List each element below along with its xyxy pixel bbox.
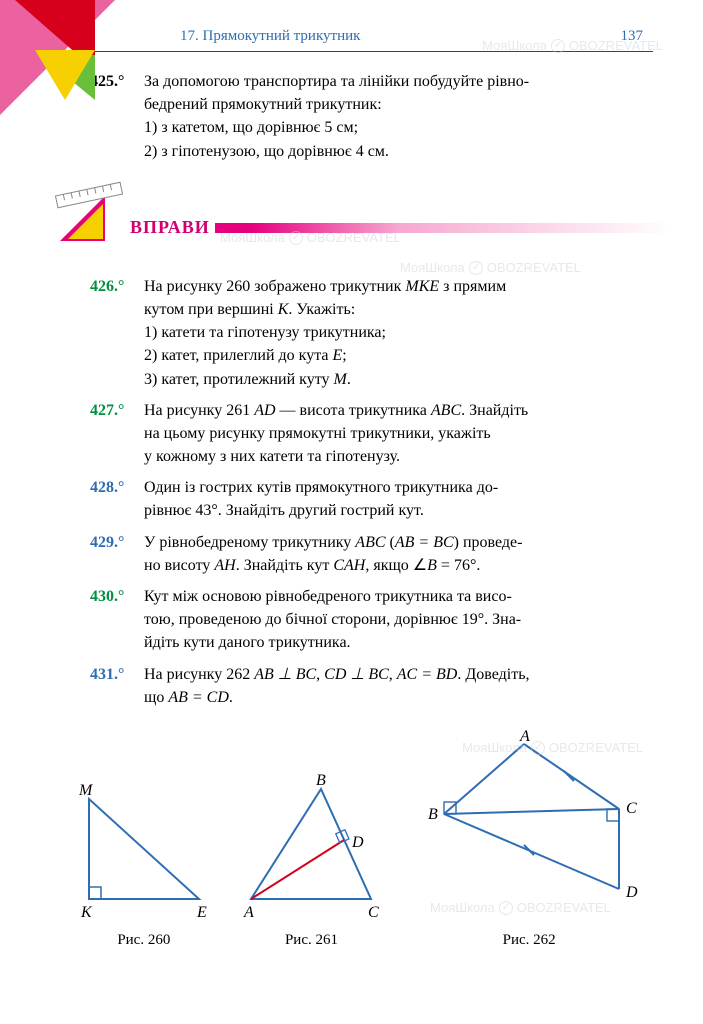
exercise-body: На рисунку 261 AD — висота трикутника AB… (144, 399, 643, 469)
text-line: що AB = CD. (144, 686, 643, 709)
section-bar (215, 223, 673, 233)
svg-text:K: K (80, 904, 93, 919)
text-line: кутом при вершині K. Укажіть: (144, 298, 643, 321)
figure-caption: Рис. 262 (404, 932, 654, 949)
exercise-number: 430.° (90, 585, 144, 608)
chapter-title: 17. Прямокутний трикутник (180, 28, 360, 45)
page-number: 137 (621, 28, 644, 45)
exercise-body: На рисунку 262 AB ⊥ BC, CD ⊥ BC, AC = BD… (144, 663, 643, 709)
subitem: 3) катет, протилежний куту M. (144, 368, 643, 391)
text-line: На рисунку 262 AB ⊥ BC, CD ⊥ BC, AC = BD… (144, 663, 643, 686)
text-line: бедрений прямокутний трикутник: (144, 93, 643, 116)
svg-text:C: C (626, 800, 637, 817)
exercise-number: 427.° (90, 399, 144, 422)
exercise-body: Кут між основою рівнобедреного трикутник… (144, 585, 643, 655)
header-rule (90, 51, 653, 52)
text-line: За допомогою транспортира та лінійки поб… (144, 70, 643, 93)
figure-261-svg: A B C D (236, 769, 386, 919)
section-title: ВПРАВИ (130, 217, 210, 238)
exercise-429: 429.° У рівнобедреному трикутнику ABC (A… (0, 531, 703, 577)
exercise-number: 428.° (90, 476, 144, 499)
text-line: на цьому рисунку прямокутні трикутники, … (144, 422, 643, 445)
exercise-number: 431.° (90, 663, 144, 686)
text-line: Кут між основою рівнобедреного трикутник… (144, 585, 643, 608)
text-line: тою, проведеною до бічної сторони, дорів… (144, 608, 643, 631)
svg-text:D: D (625, 884, 638, 901)
text-line: У рівнобедреному трикутнику ABC (AB = BC… (144, 531, 643, 554)
text-line: у кожному з них катети та гіпотенузу. (144, 445, 643, 468)
svg-text:E: E (196, 904, 207, 919)
figure-caption: Рис. 260 (69, 932, 219, 949)
figures-row: M K E Рис. 260 A B C D Рис. 261 (0, 717, 703, 949)
subitem: 2) з гіпотенузою, що дорівнює 4 см. (144, 140, 643, 163)
text-line: йдіть кути даного трикутника. (144, 631, 643, 654)
svg-text:B: B (428, 806, 438, 823)
svg-text:A: A (519, 729, 530, 745)
exercise-body: У рівнобедреному трикутнику ABC (AB = BC… (144, 531, 643, 577)
svg-text:M: M (78, 782, 94, 799)
text-line: На рисунку 261 AD — висота трикутника AB… (144, 399, 643, 422)
text-line: Один із гострих кутів прямокутного трику… (144, 476, 643, 499)
exercise-number: 426.° (90, 275, 144, 298)
subitem: 1) катети та гіпотенузу трикутника; (144, 321, 643, 344)
exercise-number: 429.° (90, 531, 144, 554)
exercise-428: 428.° Один із гострих кутів прямокутного… (0, 476, 703, 522)
svg-text:B: B (316, 772, 326, 789)
figure-262: A B C D Рис. 262 (404, 729, 654, 949)
svg-text:A: A (243, 904, 254, 919)
figure-261: A B C D Рис. 261 (236, 769, 386, 949)
figure-260-svg: M K E (69, 769, 219, 919)
figure-260: M K E Рис. 260 (69, 769, 219, 949)
text-line: На рисунку 260 зображено трикутник MKE з… (144, 275, 643, 298)
exercise-427: 427.° На рисунку 261 AD — висота трикутн… (0, 399, 703, 469)
exercise-body: За допомогою транспортира та лінійки поб… (144, 70, 643, 163)
exercise-body: На рисунку 260 зображено трикутник MKE з… (144, 275, 643, 391)
exercise-430: 430.° Кут між основою рівнобедреного три… (0, 585, 703, 655)
figure-caption: Рис. 261 (236, 932, 386, 949)
exercise-426: 426.° На рисунку 260 зображено трикутник… (0, 275, 703, 391)
watermark: МояШколаOBOZREVATEL (400, 260, 581, 275)
section-exercises: ВПРАВИ (0, 181, 703, 261)
subitem: 1) з катетом, що дорівнює 5 см; (144, 116, 643, 139)
svg-text:C: C (368, 904, 379, 919)
ruler-triangle-icon (50, 181, 130, 251)
svg-text:D: D (351, 834, 364, 851)
text-line: но висоту AH. Знайдіть кут CAH, якщо ∠B … (144, 554, 643, 577)
exercise-body: Один із гострих кутів прямокутного трику… (144, 476, 643, 522)
corner-decoration (0, 0, 130, 130)
text-line: рівнює 43°. Знайдіть другий гострий кут. (144, 499, 643, 522)
exercise-431: 431.° На рисунку 262 AB ⊥ BC, CD ⊥ BC, A… (0, 663, 703, 709)
subitem: 2) катет, прилеглий до кута E; (144, 344, 643, 367)
figure-262-svg: A B C D (404, 729, 654, 919)
